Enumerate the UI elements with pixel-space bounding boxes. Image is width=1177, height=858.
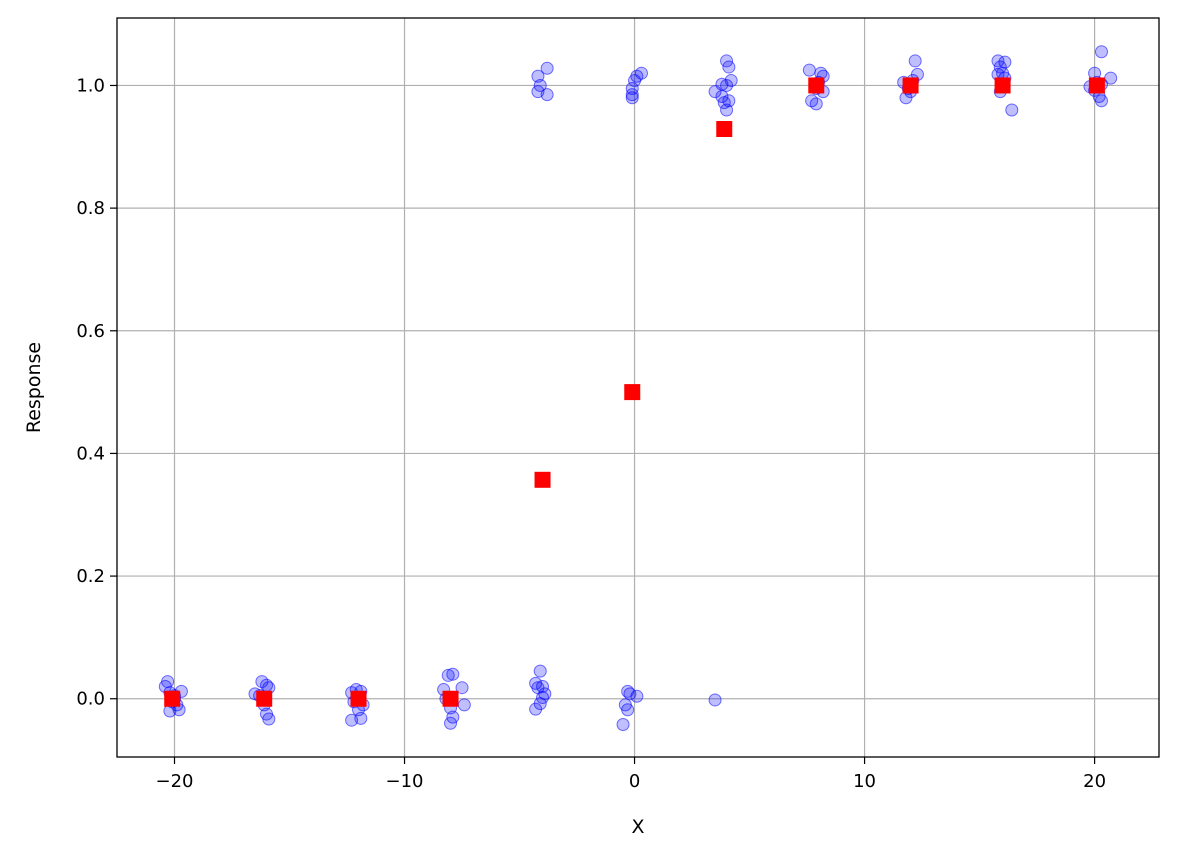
mean-marker xyxy=(534,471,551,488)
x-tick-label: −10 xyxy=(386,771,424,792)
data-point xyxy=(616,717,630,731)
x-tick-label: −20 xyxy=(156,771,194,792)
mean-marker xyxy=(164,690,181,707)
data-point xyxy=(457,698,471,712)
y-tick-label: 0.4 xyxy=(76,443,105,464)
data-point xyxy=(621,703,635,717)
mean-marker xyxy=(1088,77,1105,94)
data-point xyxy=(708,85,722,99)
data-point xyxy=(262,712,276,726)
data-point xyxy=(628,74,642,88)
mean-marker xyxy=(442,690,459,707)
plot-frame xyxy=(116,17,1160,758)
mean-marker xyxy=(808,77,825,94)
mean-marker xyxy=(350,690,367,707)
data-point xyxy=(1094,45,1108,59)
data-point xyxy=(722,60,736,74)
data-point xyxy=(455,681,469,695)
data-point xyxy=(354,711,368,725)
y-tick-label: 0.2 xyxy=(76,566,105,587)
mean-marker xyxy=(902,77,919,94)
data-point xyxy=(446,667,460,681)
data-point xyxy=(444,716,458,730)
data-point xyxy=(720,103,734,117)
scatter-points xyxy=(158,45,1118,731)
axis-ticks: −20 −10 0 10 20 0.0 0.2 0.4 0.6 0.8 1.0 xyxy=(76,75,1106,792)
data-point xyxy=(623,687,637,701)
data-point xyxy=(625,88,639,102)
data-point xyxy=(908,54,922,68)
y-axis-title: Response xyxy=(23,342,45,433)
mean-marker xyxy=(624,384,641,401)
x-tick-label: 20 xyxy=(1083,771,1106,792)
mean-markers xyxy=(164,77,1105,707)
y-tick-label: 0.6 xyxy=(76,321,105,342)
data-point xyxy=(533,664,547,678)
grid-lines xyxy=(117,18,1159,757)
data-point xyxy=(1005,103,1019,117)
mean-marker xyxy=(716,121,733,138)
x-tick-label: 0 xyxy=(629,771,640,792)
data-point xyxy=(1094,94,1108,108)
y-tick-label: 0.0 xyxy=(76,689,105,710)
data-point xyxy=(802,63,816,77)
data-point xyxy=(536,679,550,693)
mean-marker xyxy=(256,690,273,707)
mean-marker xyxy=(994,77,1011,94)
x-tick-label: 10 xyxy=(853,771,876,792)
data-point xyxy=(540,88,554,102)
data-point xyxy=(161,675,175,689)
data-point xyxy=(441,668,455,682)
data-point xyxy=(708,693,722,707)
data-point xyxy=(809,97,823,111)
y-tick-label: 0.8 xyxy=(76,198,105,219)
y-tick-label: 1.0 xyxy=(76,75,105,96)
data-point xyxy=(625,91,639,105)
x-axis-title: X xyxy=(631,816,644,838)
data-point xyxy=(899,91,913,105)
data-point xyxy=(720,78,734,92)
data-point xyxy=(630,689,644,703)
data-point xyxy=(529,702,543,716)
data-point xyxy=(717,96,731,110)
data-point xyxy=(540,61,554,75)
